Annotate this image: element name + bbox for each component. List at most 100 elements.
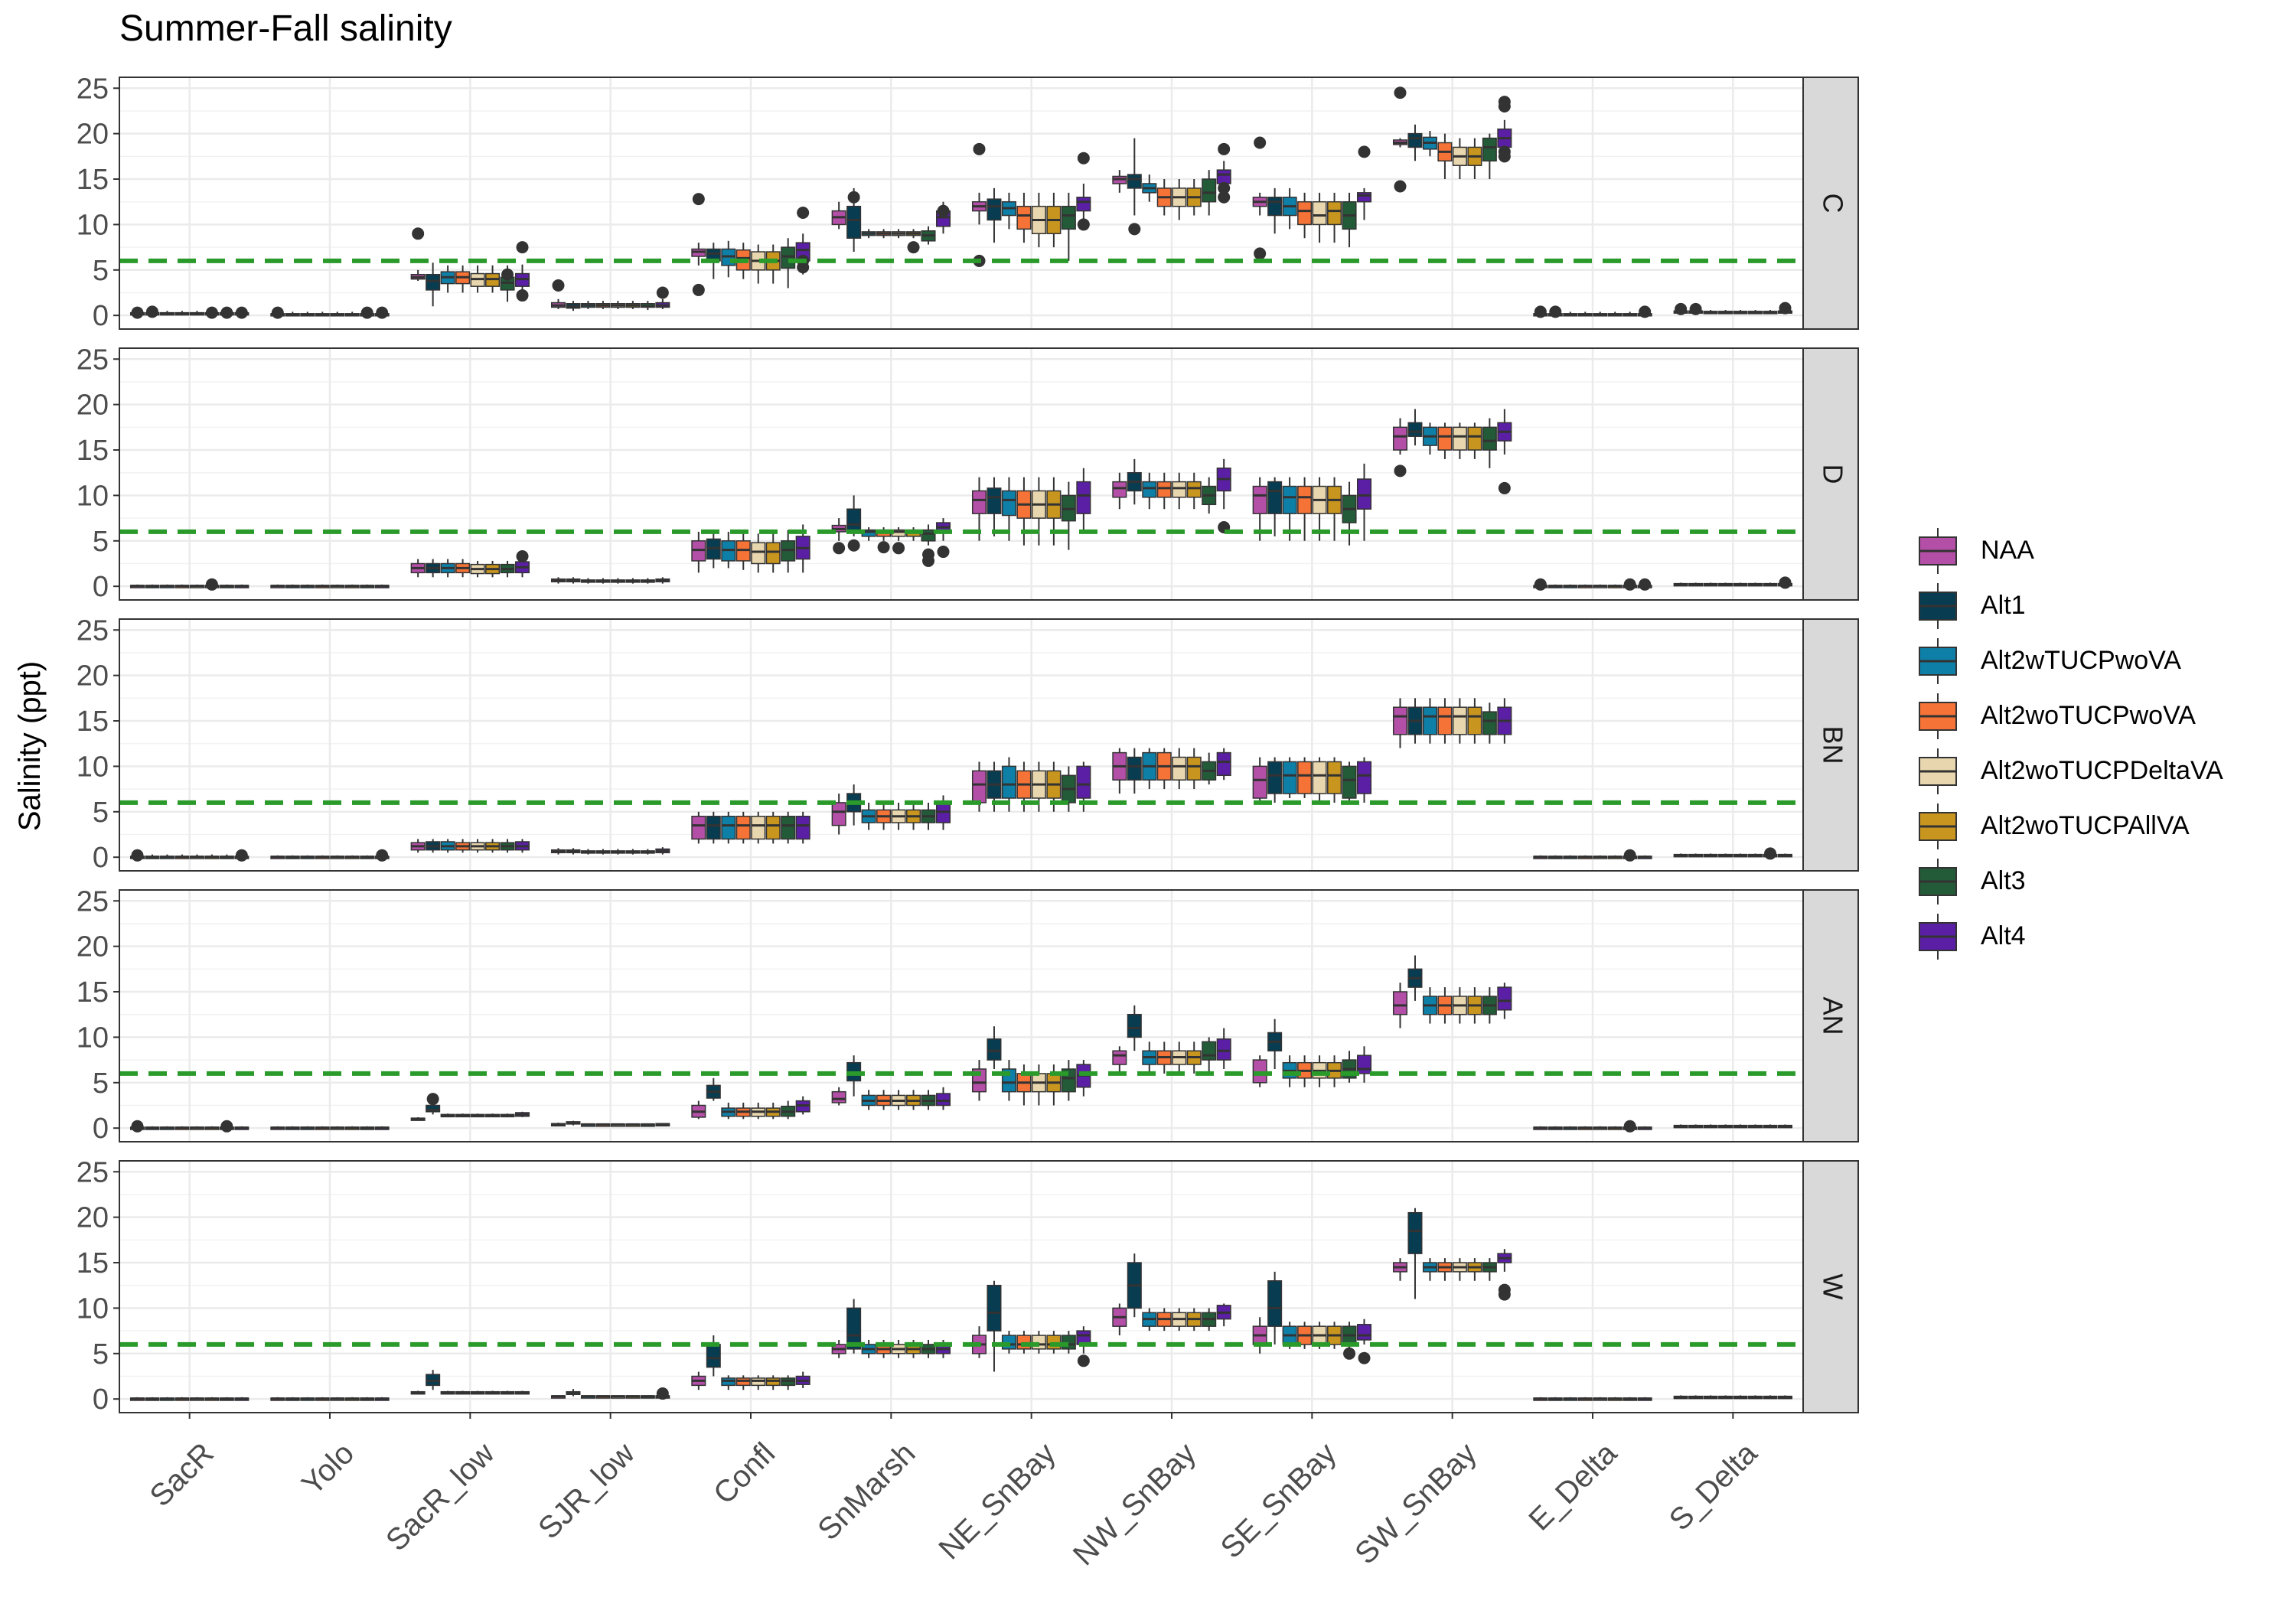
box-iqr <box>1267 481 1283 514</box>
box-iqr <box>1497 986 1512 1011</box>
outlier-point <box>1779 576 1792 589</box>
box-SnMarsh-Alt2wTUCPwoVA <box>861 1090 876 1110</box>
box-NE_SnBay-Alt1 <box>987 1026 1002 1069</box>
box-NW_SnBay-NAA <box>1112 472 1127 510</box>
box-SJR_low-NAA <box>550 1395 566 1399</box>
box-SJR_low-NAA <box>550 577 566 584</box>
y-tick-label: 0 <box>93 1113 109 1145</box>
box-NW_SnBay-Alt2woTUCPAllVA <box>1186 748 1202 790</box>
box-SacR_low-NAA <box>410 559 426 578</box>
box-SnMarsh-Alt2woTUCPwoVA <box>876 802 892 830</box>
box-E_Delta-Alt2woTUCPAllVA <box>1607 1126 1623 1130</box>
outlier-point <box>847 191 860 204</box>
box-iqr <box>1267 761 1283 794</box>
box-SE_SnBay-NAA <box>1252 757 1267 803</box>
x-tick-label: Confl <box>707 1436 781 1511</box>
box-NW_SnBay-Alt3 <box>1202 1037 1217 1074</box>
box-SnMarsh-Alt2woTUCPwoVA <box>876 229 892 239</box>
y-tick-label: 25 <box>77 1156 109 1188</box>
y-tick-label: 20 <box>77 1202 109 1234</box>
box-Yolo-Alt2woTUCPAllVA <box>344 1126 360 1130</box>
box-SW_SnBay-Alt4 <box>1497 698 1512 744</box>
box-Confl-Alt2woTUCPwoVA <box>735 1375 751 1390</box>
box-iqr <box>691 815 706 840</box>
box-SnMarsh-Alt3 <box>921 802 936 830</box>
box-S_Delta-Alt4 <box>1777 1395 1793 1400</box>
outlier-point <box>1218 181 1231 194</box>
box-iqr <box>987 487 1002 514</box>
box-S_Delta-Alt2woTUCPDeltaVA <box>1733 582 1748 587</box>
legend-label: NAA <box>1981 536 2034 565</box>
box-SE_SnBay-Alt4 <box>1356 757 1372 803</box>
legend-label: Alt4 <box>1981 921 2026 950</box>
box-SW_SnBay-Alt1 <box>1407 409 1423 446</box>
box-Confl-Alt2woTUCPAllVA <box>765 1102 781 1120</box>
box-NE_SnBay-Alt4 <box>1076 183 1091 225</box>
outlier-point <box>376 306 389 319</box>
box-NE_SnBay-Alt2woTUCPDeltaVA <box>1031 192 1046 248</box>
box-SE_SnBay-Alt2wTUCPwoVA <box>1282 477 1297 541</box>
box-SE_SnBay-Alt2wTUCPwoVA <box>1282 187 1297 230</box>
box-SJR_low-Alt2wTUCPwoVA <box>580 1123 595 1127</box>
box-Yolo-Alt2wTUCPwoVA <box>300 311 315 317</box>
box-S_Delta-Alt2woTUCPAllVA <box>1748 853 1763 858</box>
box-iqr <box>831 1090 846 1103</box>
box-Confl-Alt2woTUCPAllVA <box>765 811 781 844</box>
outlier-point <box>1498 100 1511 113</box>
box-S_Delta-Alt2woTUCPAllVA <box>1748 310 1763 315</box>
box-SE_SnBay-NAA <box>1252 477 1267 541</box>
box-iqr <box>1016 205 1032 230</box>
box-E_Delta-Alt3 <box>1623 1397 1638 1401</box>
outlier-point <box>656 1387 669 1400</box>
box-S_Delta-Alt2woTUCPwoVA <box>1718 853 1733 858</box>
box-iqr <box>1392 706 1408 735</box>
box-SJR_low-Alt1 <box>566 848 581 855</box>
box-SacR_low-Alt3 <box>500 1113 515 1118</box>
box-SJR_low-Alt2woTUCPDeltaVA <box>610 301 625 309</box>
box-SacR_low-NAA <box>410 1390 426 1395</box>
box-SacR-Alt2woTUCPDeltaVA <box>189 854 204 859</box>
box-SW_SnBay-Alt4 <box>1497 1249 1512 1272</box>
box-SacR-Alt4 <box>234 584 249 588</box>
outlier-point <box>656 286 669 299</box>
box-SnMarsh-Alt2woTUCPAllVA <box>906 802 921 830</box>
box-SE_SnBay-Alt2woTUCPAllVA <box>1327 477 1342 541</box>
y-tick-label: 20 <box>77 119 109 151</box>
y-tick-label: 25 <box>77 885 109 918</box>
box-SnMarsh-NAA <box>831 1339 846 1358</box>
box-Yolo-Alt2woTUCPwoVA <box>315 1397 330 1401</box>
box-NW_SnBay-Alt2wTUCPwoVA <box>1142 472 1157 510</box>
box-SE_SnBay-Alt2woTUCPwoVA <box>1297 1322 1313 1349</box>
outlier-point <box>833 542 846 555</box>
box-NW_SnBay-Alt2woTUCPAllVA <box>1186 1308 1202 1332</box>
box-SnMarsh-Alt2wTUCPwoVA <box>861 229 876 239</box>
panel-background <box>119 619 1803 871</box>
outlier-point <box>692 193 705 206</box>
outlier-point <box>131 1120 144 1133</box>
box-E_Delta-Alt1 <box>1548 1126 1563 1130</box>
box-SacR_low-Alt2wTUCPwoVA <box>440 1390 455 1395</box>
box-iqr <box>1422 706 1437 735</box>
facet-strip <box>1802 77 1859 330</box>
box-NW_SnBay-Alt2woTUCPwoVA <box>1156 179 1172 216</box>
box-NW_SnBay-Alt4 <box>1216 748 1231 781</box>
box-SacR_low-Alt2woTUCPAllVA <box>485 265 501 293</box>
box-SE_SnBay-Alt2woTUCPAllVA <box>1327 1055 1342 1087</box>
box-Yolo-Alt1 <box>285 1397 300 1401</box>
outlier-point <box>922 554 935 567</box>
box-iqr <box>1437 706 1453 735</box>
facet-strip <box>1802 1160 1859 1413</box>
box-iqr <box>1127 1013 1142 1038</box>
box-SacR_low-Alt2woTUCPwoVA <box>455 1113 471 1118</box>
box-SE_SnBay-Alt2woTUCPwoVA <box>1297 192 1313 239</box>
box-NW_SnBay-Alt4 <box>1216 1028 1231 1069</box>
outlier-point <box>145 305 158 318</box>
box-NW_SnBay-Alt2woTUCPAllVA <box>1186 179 1202 216</box>
y-tick-label: 10 <box>77 751 109 783</box>
box-S_Delta-Alt2wTUCPwoVA <box>1703 1124 1718 1129</box>
box-iqr <box>1297 200 1313 226</box>
box-S_Delta-Alt3 <box>1763 582 1778 587</box>
legend-key <box>1919 583 1957 629</box>
box-Confl-Alt1 <box>706 1077 721 1101</box>
box-NE_SnBay-Alt4 <box>1076 468 1091 532</box>
